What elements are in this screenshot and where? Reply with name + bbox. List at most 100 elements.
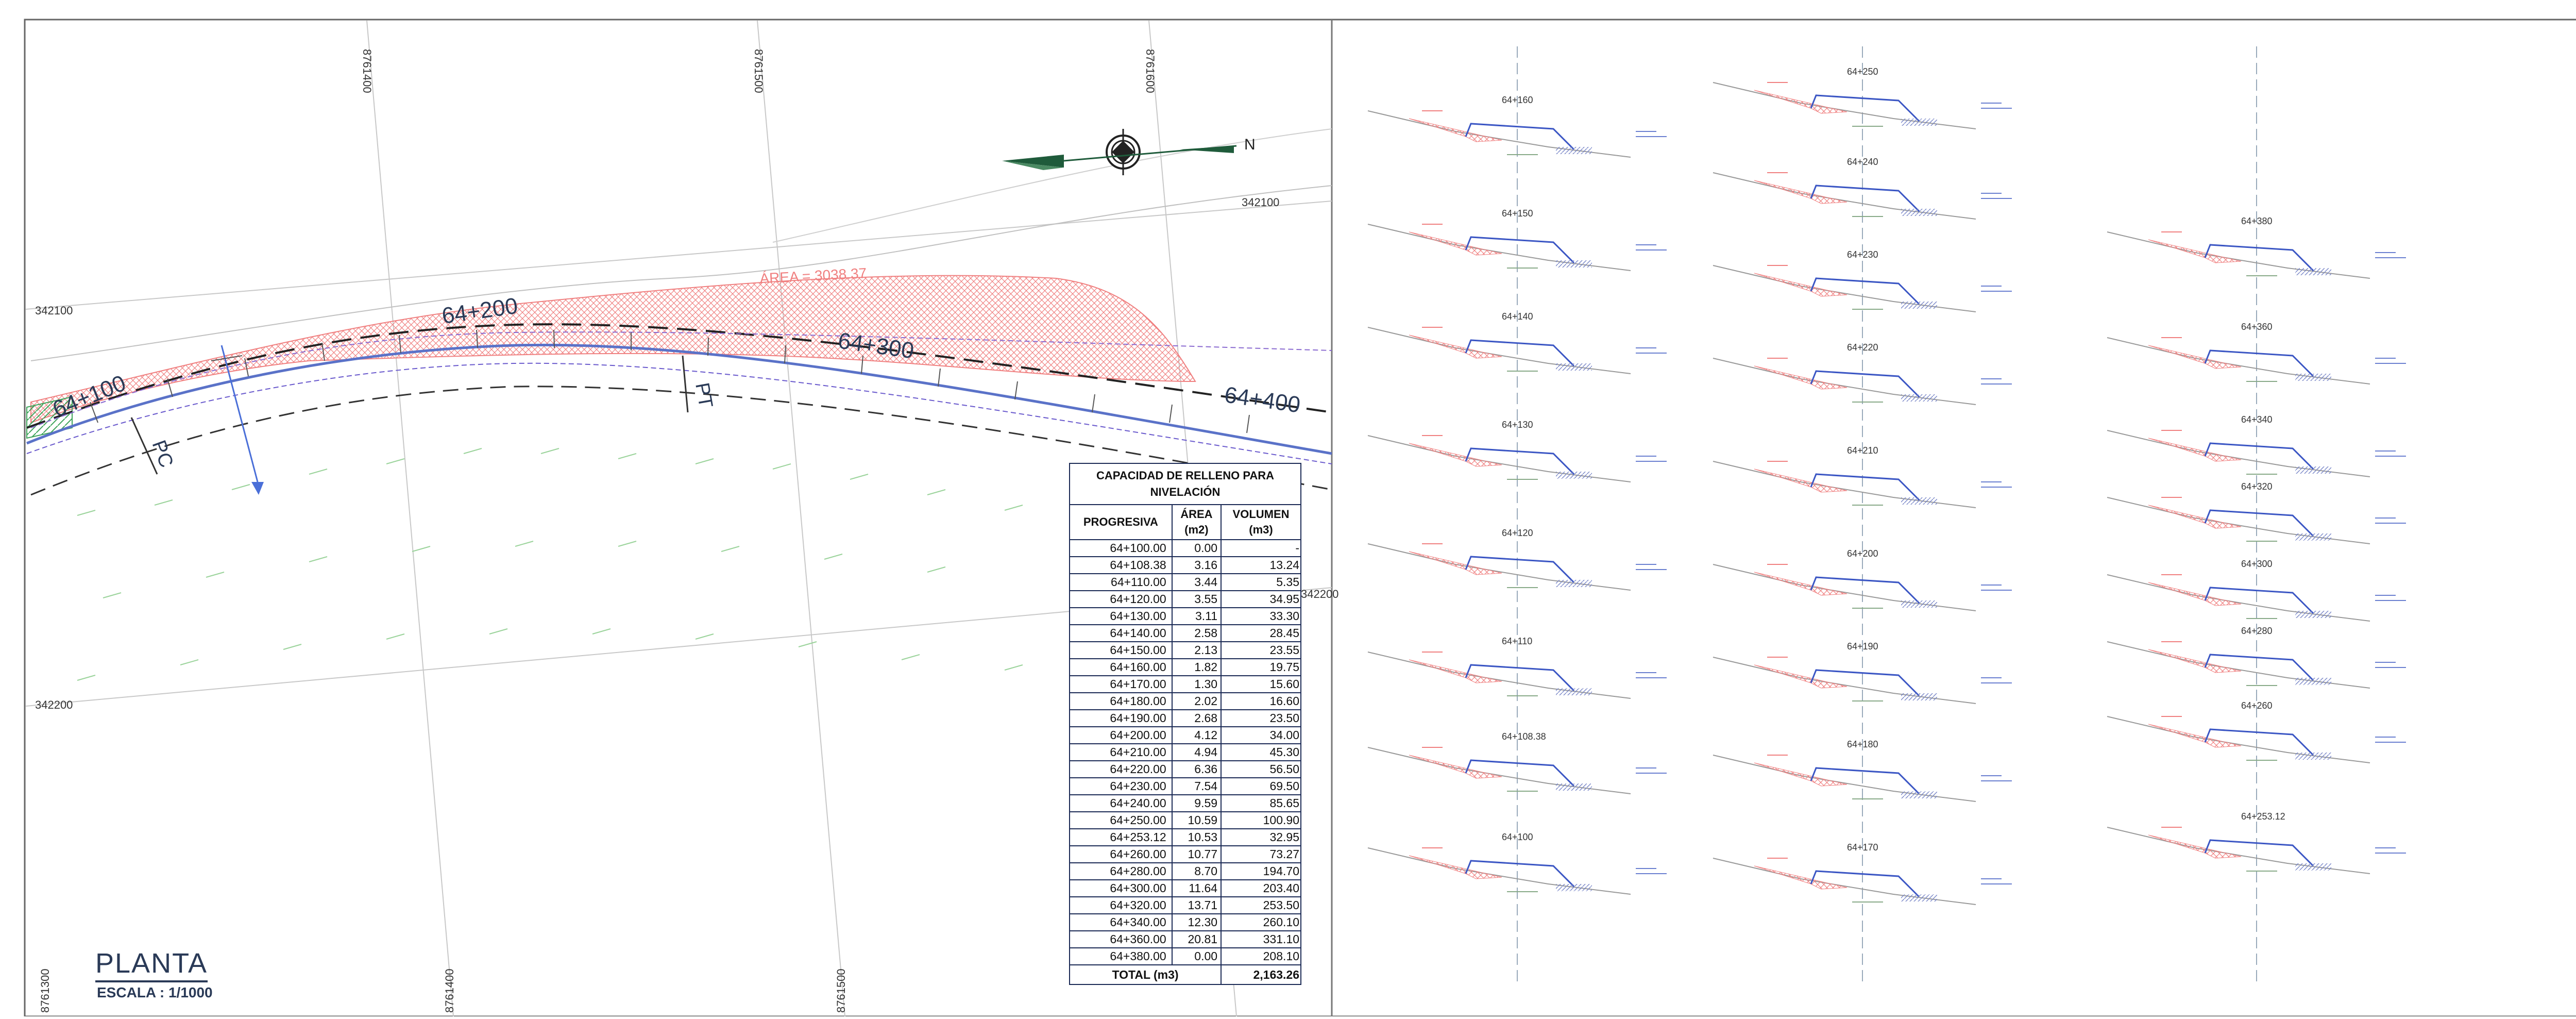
section-label: 64+210 (1847, 445, 1878, 456)
cross-section: 64+160 (1367, 95, 1667, 158)
col-header-area: ÁREA (m2) (1171, 504, 1222, 540)
section-pavement (1556, 884, 1592, 891)
grid-label-n1: 342100 (35, 304, 73, 317)
table-row: 64+108.38 3.16 13.24 (1069, 556, 1301, 574)
row-station: 64+220.00 (1069, 760, 1173, 778)
row-area: 20.81 (1171, 930, 1222, 948)
section-pavement (1901, 209, 1937, 216)
cross-section: 64+140 (1367, 311, 1667, 374)
section-pavement (2295, 611, 2331, 618)
col-header-area-line2: (m2) (1184, 523, 1209, 536)
row-volume: 13.24 (1221, 556, 1301, 574)
flow-arrow-line (221, 345, 259, 482)
row-area: 10.53 (1171, 828, 1222, 846)
grid-label-e2: 8761500 (752, 49, 765, 93)
table-row: 64+300.00 11.64 203.40 (1069, 879, 1301, 897)
section-label: 64+190 (1847, 641, 1878, 652)
flow-marker (211, 355, 243, 361)
cross-section: 64+320 (2107, 481, 2406, 544)
grid-label-e3: 8761600 (1144, 49, 1157, 93)
row-station: 64+120.00 (1069, 590, 1173, 608)
section-label: 64+250 (1847, 66, 1878, 77)
cross-section: 64+110 (1367, 636, 1667, 699)
table-row: 64+150.00 2.13 23.55 (1069, 641, 1301, 659)
section-road (2204, 509, 2314, 537)
row-station: 64+250.00 (1069, 811, 1173, 829)
section-label: 64+360 (2241, 322, 2273, 332)
section-label: 64+120 (1502, 528, 1533, 538)
table-title-line2: NIVELACIÓN (1150, 486, 1221, 498)
row-station: 64+340.00 (1069, 913, 1173, 931)
row-volume: 260.10 (1221, 913, 1301, 931)
section-label: 64+253.12 (2241, 811, 2285, 822)
cross-section: 64+220 (1713, 342, 2012, 405)
row-volume: 69.50 (1221, 777, 1301, 795)
row-station: 64+130.00 (1069, 607, 1173, 625)
section-pavement (2295, 678, 2331, 685)
col-header-volume: VOLUMEN (m3) (1221, 504, 1301, 540)
section-label: 64+240 (1847, 157, 1878, 167)
row-area: 13.71 (1171, 896, 1222, 914)
section-label: 64+108.38 (1502, 731, 1546, 742)
table-row: 64+180.00 2.02 16.60 (1069, 692, 1301, 710)
table-row: 64+320.00 13.71 253.50 (1069, 896, 1301, 914)
row-station: 64+170.00 (1069, 675, 1173, 693)
section-pavement (1901, 894, 1937, 901)
table-row: 64+170.00 1.30 15.60 (1069, 675, 1301, 693)
table-row: 64+190.00 2.68 23.50 (1069, 709, 1301, 727)
section-pavement (1556, 688, 1592, 695)
section-fill (1754, 90, 1848, 114)
table-row: 64+260.00 10.77 73.27 (1069, 845, 1301, 863)
section-road (1810, 669, 1920, 697)
row-station: 64+108.38 (1069, 556, 1173, 574)
row-station: 64+320.00 (1069, 896, 1173, 914)
plan-title: PLANTA (95, 947, 208, 982)
row-volume: - (1221, 539, 1301, 557)
table-row: 64+380.00 0.00 208.10 (1069, 947, 1301, 965)
cross-section: 64+240 (1713, 157, 2012, 220)
alignment-edge-blue (26, 343, 1332, 455)
row-volume: 194.70 (1221, 862, 1301, 880)
section-road (1465, 236, 1575, 264)
section-pavement (1901, 600, 1937, 608)
section-road (1465, 123, 1575, 151)
section-pavement (1901, 394, 1937, 402)
row-area: 0.00 (1171, 947, 1222, 965)
row-station: 64+210.00 (1069, 743, 1173, 761)
section-pavement (2295, 268, 2331, 275)
table-row: 64+110.00 3.44 5.35 (1069, 573, 1301, 591)
row-area: 10.77 (1171, 845, 1222, 863)
alignment-edge-purple (26, 362, 1332, 464)
section-road (1810, 767, 1920, 795)
table-row: 64+140.00 2.58 28.45 (1069, 624, 1301, 642)
section-road (2204, 349, 2314, 377)
section-pavement (1556, 472, 1592, 479)
row-area: 0.00 (1171, 539, 1222, 557)
table-title: CAPACIDAD DE RELLENO PARA NIVELACIÓN (1069, 463, 1301, 505)
total-label: TOTAL (m3) (1069, 964, 1222, 985)
row-area: 3.55 (1171, 590, 1222, 608)
section-label: 64+380 (2241, 216, 2273, 226)
section-fill (1754, 664, 1848, 689)
section-road (1810, 185, 1920, 212)
section-road (2204, 654, 2314, 681)
row-station: 64+200.00 (1069, 726, 1173, 744)
row-area: 8.70 (1171, 862, 1222, 880)
col-header-volume-line1: VOLUMEN (1232, 508, 1290, 521)
section-road (1810, 870, 1920, 898)
section-road (1465, 447, 1575, 475)
pc-marker-line (130, 417, 158, 475)
section-fill (1754, 865, 1848, 890)
section-road (2204, 839, 2314, 867)
section-fill (1409, 443, 1502, 467)
row-station: 64+140.00 (1069, 624, 1173, 642)
col-header-area-line1: ÁREA (1180, 508, 1213, 521)
table-row: 64+120.00 3.55 34.95 (1069, 590, 1301, 608)
row-volume: 100.90 (1221, 811, 1301, 829)
cross-section: 64+360 (2107, 322, 2406, 385)
section-label: 64+180 (1847, 739, 1878, 749)
capacity-table: CAPACIDAD DE RELLENO PARA NIVELACIÓN PRO… (1069, 463, 1301, 985)
table-title-line1: CAPACIDAD DE RELLENO PARA (1096, 469, 1275, 482)
section-road (1810, 576, 1920, 604)
